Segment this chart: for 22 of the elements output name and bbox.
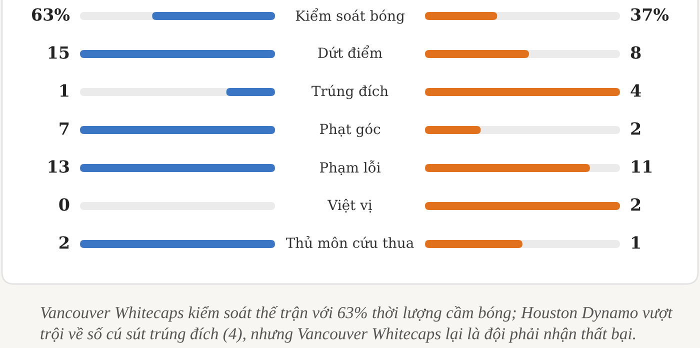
data-label: 1 xyxy=(60,84,68,97)
text: Vancouver Whitecaps kiểm soát thế trận với 63% thời lượng cầm bóng; Houston Dynamo vượt trội về số cú sút trúng đích (4), nhưng Vancouver Whitecaps lại là đội phải nhận thất bại. xyxy=(40,306,673,343)
data-label: 4 xyxy=(630,84,641,97)
data-label: 2 xyxy=(631,122,640,135)
data-label: 2 xyxy=(631,198,640,211)
data-label: 1 xyxy=(632,236,640,249)
category-label: Thủ môn cứu thua xyxy=(286,236,414,248)
data-label: 15 xyxy=(48,46,69,59)
data-label: 63% xyxy=(32,8,70,21)
category-label: Phạt góc xyxy=(320,122,380,138)
data-label: 11 xyxy=(632,160,652,173)
category-label: Việt vị xyxy=(327,198,372,213)
data-label: 7 xyxy=(60,122,69,135)
data-label: 37% xyxy=(631,8,669,21)
data-label: 2 xyxy=(60,236,69,249)
category-label: Trúng đích xyxy=(312,84,388,100)
data-label: 8 xyxy=(630,46,641,59)
data-label: 13 xyxy=(48,160,69,173)
data-label: 0 xyxy=(59,198,70,211)
category-label: Dứt điểm xyxy=(318,45,382,58)
category-label: Phạm lỗi xyxy=(320,160,380,176)
category-label: Kiểm soát bóng xyxy=(296,8,404,24)
